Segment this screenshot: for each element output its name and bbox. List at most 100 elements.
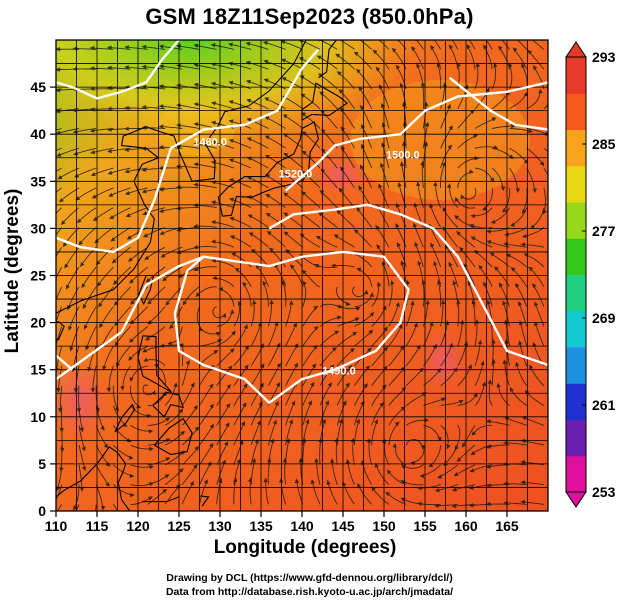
streamline — [341, 168, 355, 189]
streamline — [233, 404, 246, 426]
colorbar-tick-label: 269 — [592, 310, 616, 326]
streamline-arrow — [159, 230, 165, 235]
streamline-arrow — [229, 235, 235, 240]
streamline — [60, 187, 80, 201]
streamline-arrow — [263, 78, 269, 83]
streamline-arrow — [515, 188, 521, 193]
streamline — [327, 482, 338, 505]
streamline-arrow — [446, 183, 452, 189]
chart-title: GSM 18Z11Sep2023 (850.0hPa) — [145, 4, 474, 29]
streamline — [265, 480, 269, 505]
streamline — [338, 211, 355, 228]
colorbar-tick-label: 277 — [592, 223, 616, 239]
streamline — [440, 146, 451, 169]
streamline-arrow — [193, 244, 199, 250]
streamline — [336, 402, 346, 426]
streamline — [285, 403, 295, 426]
streamline — [58, 128, 80, 134]
streamline — [129, 246, 149, 261]
streamline — [378, 40, 390, 50]
streamline — [93, 167, 114, 176]
streamline-arrow — [129, 338, 134, 343]
streamline — [111, 207, 131, 219]
streamline-arrow — [129, 473, 135, 478]
x-axis-label: Longitude (degrees) — [213, 537, 397, 558]
x-tick-label: 140 — [290, 518, 314, 534]
streamline-arrow — [520, 242, 526, 247]
streamline — [352, 440, 355, 465]
x-tick-label: 125 — [167, 518, 191, 534]
streamline — [358, 269, 373, 287]
streamline — [418, 263, 424, 287]
streamline — [505, 483, 527, 486]
streamline-arrow — [107, 45, 112, 50]
streamline — [78, 464, 83, 489]
streamline — [231, 159, 252, 169]
streamline — [429, 226, 441, 248]
streamline — [443, 228, 459, 248]
height-contour-line — [284, 81, 548, 192]
streamline — [268, 232, 286, 248]
streamline-arrow — [72, 66, 78, 72]
streamline-arrow — [441, 397, 447, 402]
streamline-arrow — [112, 280, 118, 286]
streamline-arrow — [459, 246, 464, 252]
streamline-arrow — [383, 346, 389, 352]
streamline-arrow — [365, 365, 371, 371]
streamline-arrow — [99, 323, 104, 329]
streamline-arrow — [107, 127, 112, 132]
streamline — [282, 282, 287, 307]
x-tick-label: 150 — [372, 518, 396, 534]
streamline-arrow — [529, 364, 534, 370]
streamline-arrow — [124, 126, 129, 131]
streamline-arrow — [215, 331, 221, 336]
streamline-arrow — [79, 487, 85, 492]
colorbar-segment — [566, 310, 586, 348]
streamline-arrow — [246, 176, 252, 181]
streamline-arrow — [379, 402, 384, 408]
streamline — [526, 91, 541, 110]
streamline-arrow — [60, 447, 65, 453]
streamline-arrow — [51, 306, 55, 311]
streamline — [440, 369, 457, 387]
colorbar-tick-label: 253 — [592, 484, 616, 500]
streamline — [130, 497, 151, 505]
streamline — [422, 144, 427, 169]
streamline-arrow — [359, 164, 365, 170]
streamline-arrow — [231, 330, 236, 336]
streamline-arrow — [319, 189, 325, 195]
streamline — [199, 385, 213, 406]
streamline-arrow — [338, 187, 344, 193]
streamline-arrow — [222, 312, 227, 318]
streamline — [508, 254, 527, 268]
streamline-arrow — [358, 185, 363, 191]
streamline-arrow — [263, 59, 269, 64]
streamline-arrow — [289, 264, 295, 270]
streamline — [354, 331, 372, 347]
streamline-arrow — [225, 422, 230, 428]
streamline-arrow — [212, 275, 217, 281]
streamline-arrow — [142, 348, 148, 353]
streamline-arrow — [264, 135, 270, 140]
streamline — [339, 40, 355, 50]
streamline-arrow — [173, 382, 178, 387]
streamline — [56, 207, 63, 215]
streamline-arrow — [360, 143, 366, 149]
streamline-arrow — [314, 457, 319, 463]
y-tick-label: 40 — [30, 126, 46, 142]
streamline-arrow — [262, 280, 267, 286]
streamline — [300, 40, 321, 50]
streamline-arrow — [193, 404, 198, 410]
streamline-arrow — [485, 483, 491, 488]
streamline — [147, 266, 166, 282]
streamline-arrow — [189, 480, 195, 486]
streamline — [440, 345, 452, 367]
streamline-arrow — [425, 299, 430, 305]
streamline-arrow — [142, 211, 148, 216]
streamline-arrow — [179, 468, 184, 473]
y-axis-ticks: 0 5 10 15 20 25 30 35 40 45 — [30, 79, 56, 519]
streamline — [509, 65, 513, 90]
colorbar-segment — [566, 93, 586, 130]
colorbar-segment — [566, 129, 586, 167]
streamline-arrow — [50, 286, 54, 291]
